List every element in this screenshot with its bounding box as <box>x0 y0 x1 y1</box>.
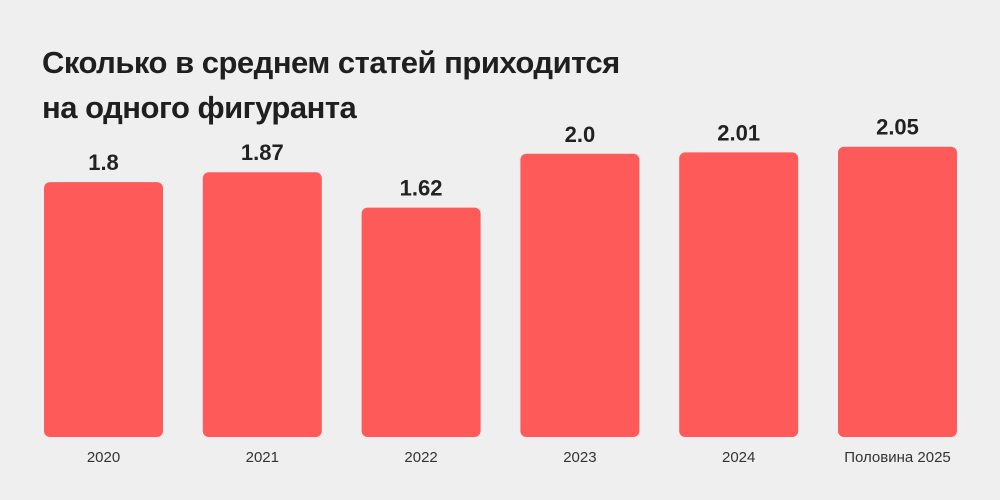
value-label: 1.87 <box>241 140 284 165</box>
category-label: 2020 <box>87 449 120 466</box>
value-label: 1.8 <box>88 150 119 175</box>
category-label: 2023 <box>563 449 596 466</box>
value-label: 1.62 <box>400 176 443 201</box>
bar-половина-2025 <box>838 146 957 437</box>
chart-title: Сколько в среднем статей приходится на о… <box>42 40 742 130</box>
category-label: 2024 <box>722 449 755 466</box>
value-label: 2.0 <box>565 122 596 147</box>
bar-2023 <box>520 153 640 438</box>
chart-title-line-1: Сколько в среднем статей приходится <box>42 45 620 80</box>
value-label: 2.01 <box>717 120 760 145</box>
bar-2021 <box>202 172 322 437</box>
value-label: 2.05 <box>876 115 919 140</box>
chart-title-line-2: на одного фигуранта <box>42 90 357 125</box>
category-label: 2022 <box>404 449 437 466</box>
category-label: 2021 <box>246 449 279 466</box>
category-label: Половина 2025 <box>844 449 951 466</box>
bar-2020 <box>44 182 163 437</box>
bar-2024 <box>679 152 799 437</box>
bar-2022 <box>361 207 481 437</box>
